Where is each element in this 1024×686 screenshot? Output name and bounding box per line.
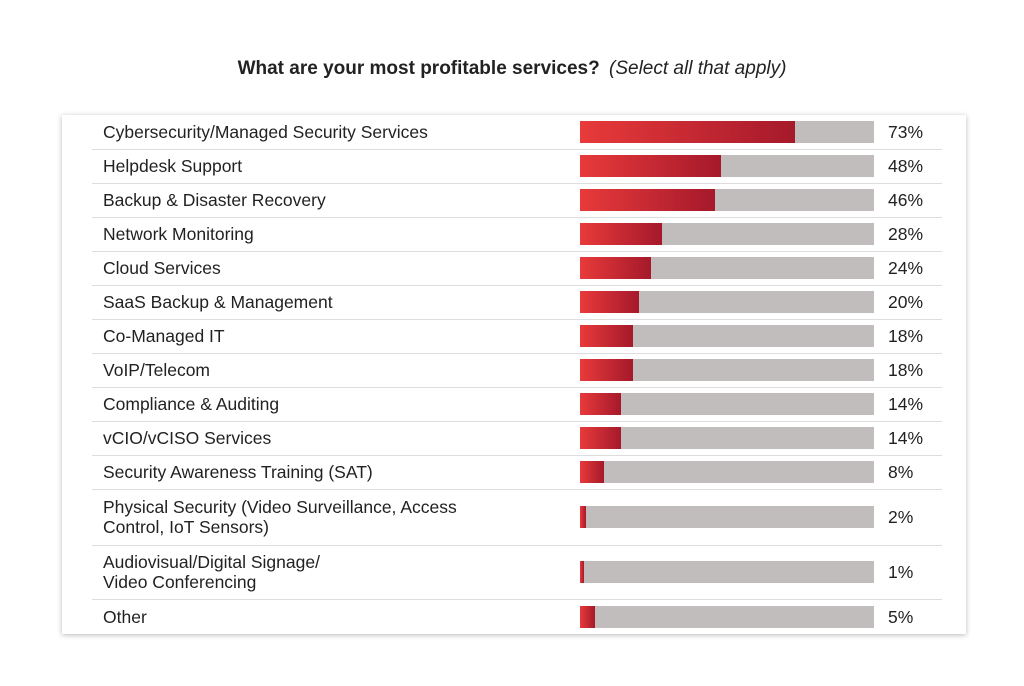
row-separator	[92, 489, 942, 490]
category-label: Cybersecurity/Managed Security Services	[103, 122, 428, 142]
value-label: 28%	[888, 224, 924, 244]
bar-fill	[580, 325, 633, 347]
bar-track	[580, 605, 874, 628]
row-separator	[92, 183, 942, 184]
bar-fill	[580, 561, 584, 583]
category-label: Backup & Disaster Recovery	[103, 190, 326, 210]
bar-track	[580, 155, 874, 177]
value-label: 2%	[888, 507, 914, 527]
bar-track	[580, 257, 874, 279]
value-label: 1%	[888, 562, 914, 582]
category-label: Physical Security (Video Surveillance, A…	[103, 497, 457, 537]
bar-fill	[580, 427, 622, 449]
row-separator	[92, 353, 942, 354]
value-label: 5%	[888, 606, 914, 627]
bar-track	[580, 359, 874, 381]
category-label: Compliance & Auditing	[103, 394, 280, 414]
bar-track	[580, 189, 874, 211]
bar-fill	[580, 291, 639, 313]
bar-fill	[580, 506, 586, 528]
value-label: 14%	[888, 394, 924, 414]
bar-track	[580, 461, 874, 483]
bar-track	[580, 427, 874, 449]
bar-fill	[580, 223, 663, 245]
category-label: Audiovisual/Digital Signage/Video Confer…	[103, 552, 320, 592]
subtitle-text: (Select all that apply)	[609, 58, 787, 79]
value-label: 73%	[888, 122, 924, 142]
bar-track	[580, 121, 874, 143]
category-label: Co-Managed IT	[103, 326, 225, 346]
bar-fill	[580, 121, 795, 143]
bar-fill	[580, 257, 651, 279]
value-label: 8%	[888, 462, 914, 482]
row-separator	[92, 455, 942, 456]
row-separator	[92, 421, 942, 422]
bar-fill	[580, 155, 722, 177]
chart-card: Cybersecurity/Managed Security Services 7…	[62, 115, 966, 634]
bar-track	[580, 223, 874, 245]
value-label: 18%	[888, 326, 924, 346]
value-label: 18%	[888, 360, 924, 380]
bar-fill	[580, 359, 633, 381]
category-label: Other	[103, 606, 147, 627]
row-separator	[92, 285, 942, 286]
category-label: VoIP/Telecom	[103, 360, 210, 380]
value-label: 20%	[888, 292, 924, 312]
chart-title: What are your most profitable services? …	[0, 58, 1024, 80]
bar-track	[580, 506, 874, 528]
row-separator	[92, 319, 942, 320]
category-label: Cloud Services	[103, 258, 221, 278]
bar-track	[580, 393, 874, 415]
row-separator	[92, 251, 942, 252]
bar-fill	[580, 461, 604, 483]
category-label: SaaS Backup & Management	[103, 292, 333, 312]
bar-fill	[580, 605, 595, 628]
row-separator	[92, 149, 942, 150]
value-label: 14%	[888, 428, 924, 448]
category-label: Network Monitoring	[103, 224, 254, 244]
row-separator	[92, 599, 942, 600]
bar-fill	[580, 393, 622, 415]
bar-fill	[580, 189, 716, 211]
value-label: 48%	[888, 156, 924, 176]
category-label: Helpdesk Support	[103, 156, 243, 176]
value-label: 24%	[888, 258, 924, 278]
category-label: vCIO/vCISO Services	[103, 428, 272, 448]
bar-track	[580, 561, 874, 583]
bar-track	[580, 291, 874, 313]
row-separator	[92, 217, 942, 218]
value-label: 46%	[888, 190, 924, 210]
bar-track	[580, 325, 874, 347]
category-label: Security Awareness Training (SAT)	[103, 462, 373, 482]
title-text: What are your most profitable services?	[237, 58, 600, 79]
row-separator	[92, 545, 942, 546]
row-separator	[92, 387, 942, 388]
